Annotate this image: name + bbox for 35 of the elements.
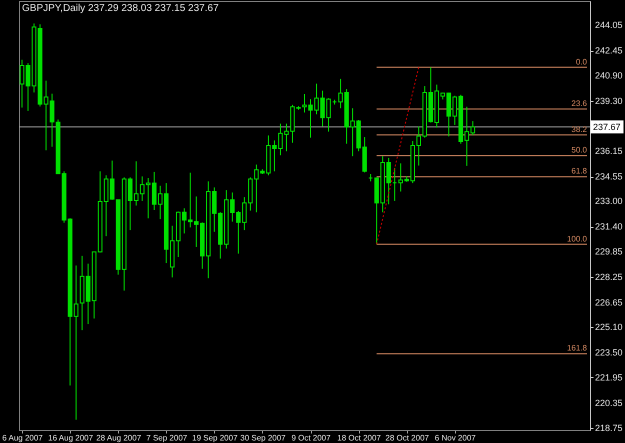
y-tick-label: 218.75 (595, 423, 623, 434)
y-tick-label: 233.00 (595, 196, 623, 206)
y-tick-label: 220.35 (595, 398, 623, 408)
y-tick-label: 242.45 (595, 46, 623, 56)
x-tick-label: 28 Oct 2007 (385, 434, 430, 442)
series-label: 61.8 (571, 166, 588, 176)
y-tick-label: 223.50 (595, 348, 623, 358)
y-tick-label: 234.55 (595, 172, 623, 182)
y-tick-label: 225.10 (595, 322, 623, 332)
y-tick-label: 226.65 (595, 297, 623, 308)
chart-title: GBPJPY,Daily 237.29 238.03 237.15 237.67 (22, 3, 220, 14)
x-tick-label: 6 Nov 2007 (434, 434, 476, 442)
x-tick-label: 6 Aug 2007 (2, 434, 44, 442)
series-label: 0.0 (576, 57, 588, 66)
x-tick-label: 28 Aug 2007 (96, 434, 142, 442)
y-tick-label: 221.95 (595, 372, 623, 382)
y-tick-label: 229.85 (595, 246, 623, 256)
y-tick-label: 239.30 (595, 96, 623, 106)
x-tick-label: 7 Sep 2007 (146, 434, 188, 442)
x-tick-label: 30 Sep 2007 (240, 434, 286, 442)
x-tick-label: 18 Oct 2007 (337, 434, 382, 442)
x-tick-label: 19 Sep 2007 (192, 434, 238, 442)
y-tick-label: 244.05 (595, 20, 623, 30)
series-label: 23.6 (571, 99, 588, 108)
series-label: 38.2 (571, 124, 588, 134)
y-tick-label: 236.15 (595, 146, 623, 156)
series-label: 100.0 (566, 234, 588, 244)
series-label: 161.8 (566, 344, 588, 353)
ref-line-label: 237.67 (593, 122, 621, 132)
series-label: 50.0 (571, 146, 588, 155)
y-tick-label: 231.40 (595, 222, 623, 232)
y-tick-label: 228.25 (595, 272, 623, 282)
x-tick-label: 9 Oct 2007 (291, 434, 332, 442)
x-tick-label: 16 Aug 2007 (48, 434, 94, 442)
y-tick-label: 240.90 (595, 70, 623, 80)
